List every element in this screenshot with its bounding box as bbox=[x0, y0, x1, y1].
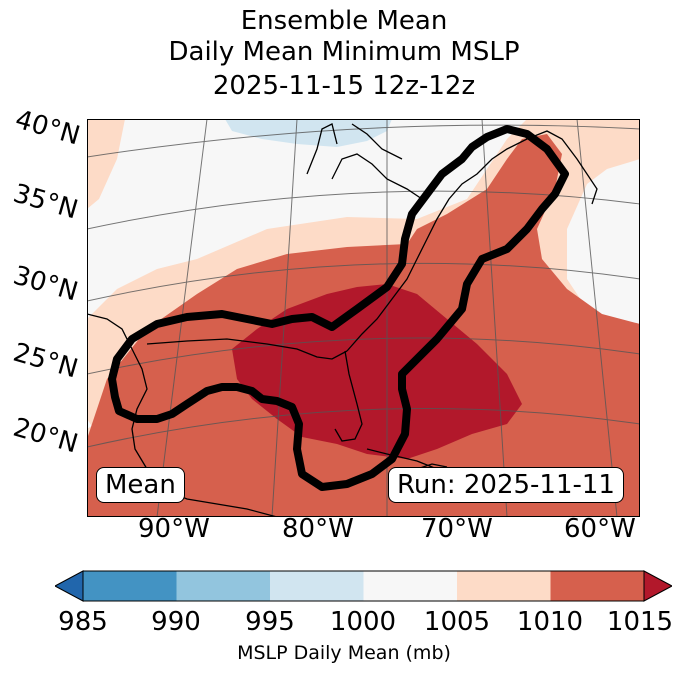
lon-label-70: 70°W bbox=[421, 514, 493, 544]
colorbar-label: MSLP Daily Mean (mb) bbox=[237, 642, 451, 664]
map-panel bbox=[87, 119, 640, 517]
lat-label-40: 40°N bbox=[11, 104, 84, 152]
graticule bbox=[87, 119, 640, 517]
run-date-box: Run: 2025-11-11 bbox=[388, 467, 624, 503]
contour-outline bbox=[108, 125, 569, 491]
colorbar-tick-1000: 1000 bbox=[329, 607, 397, 637]
lat-label-25: 25°N bbox=[9, 337, 82, 385]
colorbar-tick-1010: 1010 bbox=[516, 607, 584, 637]
lat-label-30: 30°N bbox=[9, 260, 82, 308]
band-995-1000 bbox=[225, 119, 392, 147]
mean-label-box: Mean bbox=[96, 467, 185, 503]
colorbar-1010-1015 bbox=[550, 571, 644, 601]
colorbar-tick-1015: 1015 bbox=[606, 607, 674, 637]
colorbar bbox=[55, 570, 672, 602]
lat-label-35: 35°N bbox=[9, 178, 82, 226]
colorbar-extend-low bbox=[55, 570, 84, 602]
colorbar-995-1000 bbox=[270, 571, 364, 601]
colorbar-tick-995: 995 bbox=[245, 607, 295, 637]
colorbar-985-990 bbox=[83, 571, 177, 601]
colorbar-tick-985: 985 bbox=[58, 607, 108, 637]
lon-label-80: 80°W bbox=[282, 514, 354, 544]
lon-label-90: 90°W bbox=[138, 514, 210, 544]
colorbar-1000-1005 bbox=[363, 571, 457, 601]
colorbar-1005-1010 bbox=[457, 571, 551, 601]
colorbar-tick-1005: 1005 bbox=[423, 607, 491, 637]
colorbar-990-995 bbox=[176, 571, 270, 601]
lat-label-20: 20°N bbox=[9, 412, 82, 460]
title-line-3: 2025-11-15 12z-12z bbox=[212, 71, 476, 101]
colorbar-extend-high bbox=[643, 570, 672, 602]
colorbar-tick-990: 990 bbox=[151, 607, 201, 637]
lon-label-60: 60°W bbox=[564, 514, 636, 544]
title-line-1: Ensemble Mean bbox=[240, 6, 448, 36]
title-line-2: Daily Mean Minimum MSLP bbox=[168, 37, 520, 67]
